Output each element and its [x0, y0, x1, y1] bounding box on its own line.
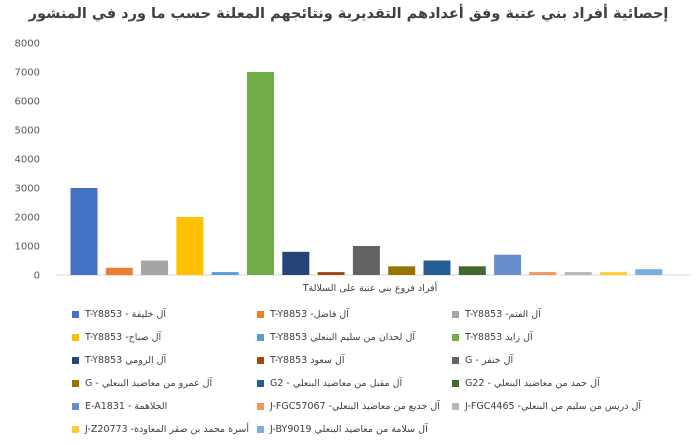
bar [70, 188, 98, 275]
y-tick-label: 5000 [15, 126, 40, 137]
x-axis-label: أفراد فروع بني عتبة على السلالةT [302, 281, 438, 294]
bar [352, 246, 380, 275]
chart-title: إحصائية أفراد بني عتبة وفق أعدادهم التقد… [28, 6, 669, 22]
bar [564, 272, 592, 275]
y-tick-label: 1000 [15, 242, 40, 253]
bars [70, 72, 663, 276]
y-tick-label: 4000 [15, 155, 40, 166]
bar [282, 251, 310, 275]
bar [388, 266, 416, 275]
y-tick-label: 6000 [15, 97, 40, 108]
bar [247, 72, 274, 275]
y-tick-label: 3000 [15, 184, 40, 195]
y-tick-label: 7000 [15, 68, 40, 79]
y-axis: 0 1000 2000 3000 4000 5000 6000 7000 8000 [15, 39, 40, 282]
bar [458, 266, 486, 275]
bar [494, 254, 522, 275]
bar [176, 217, 204, 275]
bar [423, 260, 451, 275]
bar [317, 272, 345, 275]
bar [635, 269, 663, 275]
bar [529, 272, 557, 275]
bar [105, 267, 133, 276]
y-tick-label: 0 [34, 271, 40, 282]
y-tick-label: 8000 [15, 39, 40, 50]
bar [141, 260, 169, 275]
bar [600, 272, 627, 275]
bar [211, 272, 239, 275]
y-tick-label: 2000 [15, 213, 40, 224]
